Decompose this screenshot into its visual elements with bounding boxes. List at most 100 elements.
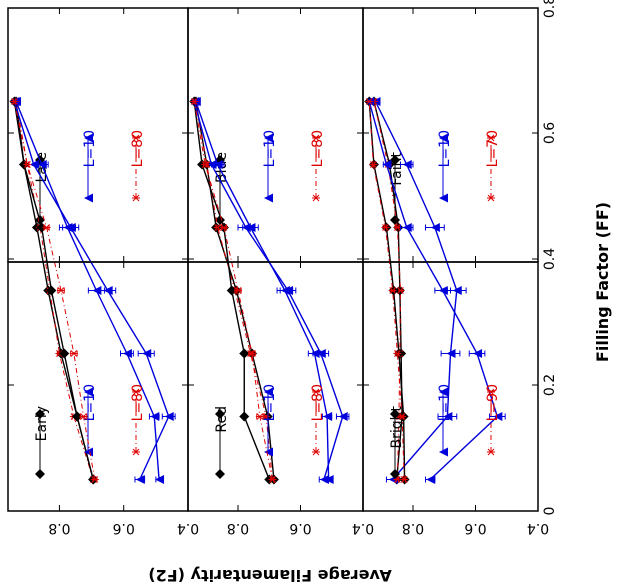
data-point-triangle — [452, 286, 462, 295]
asterisk-stroke — [80, 413, 87, 420]
data-point-triangle — [319, 475, 329, 484]
legend-label: L=80 — [310, 130, 326, 167]
data-point-triangle — [426, 475, 436, 484]
data-point-diamond — [35, 409, 45, 419]
asterisk-stroke — [369, 161, 377, 168]
series-l=90 — [365, 98, 409, 483]
legend-label: L=80 — [130, 384, 146, 421]
data-point-diamond — [215, 409, 225, 419]
asterisk-stroke — [397, 287, 404, 294]
data-point-triangle — [402, 223, 412, 232]
asterisk-stroke — [365, 98, 373, 105]
y-tick-label: 0.4 — [527, 520, 549, 536]
asterisk-stroke — [487, 448, 495, 456]
y-tick-label: 0.6 — [289, 520, 311, 536]
data-point-asterisk — [10, 98, 19, 105]
data-point-asterisk — [400, 476, 409, 483]
panels-group: FaintL=10L=70BrightL=10L=90BlueL=10L=80R… — [7, 0, 558, 536]
data-point-triangle — [84, 133, 93, 143]
data-point-asterisk — [79, 413, 88, 420]
x-tick-label: 0 — [542, 507, 558, 516]
legend-label: L=10 — [82, 384, 98, 421]
asterisk-stroke — [487, 194, 495, 202]
data-point-triangle — [439, 447, 448, 457]
legend-entry: Early — [34, 406, 50, 479]
legend-label: L=10 — [437, 130, 453, 167]
data-point-triangle — [66, 223, 76, 232]
y-tick-label: 0.8 — [402, 520, 424, 536]
data-point-asterisk — [268, 476, 277, 483]
asterisk-stroke — [201, 161, 209, 168]
asterisk-stroke — [57, 287, 65, 294]
y-tick-label: 0.6 — [112, 520, 134, 536]
data-point-triangle — [155, 475, 165, 484]
legend-entry: L=10 — [437, 130, 453, 203]
asterisk-stroke — [132, 388, 140, 396]
legend-label: L=80 — [130, 130, 146, 167]
data-point-triangle — [473, 349, 483, 358]
data-point-diamond — [390, 409, 400, 419]
asterisk-stroke — [132, 194, 140, 202]
data-point-asterisk — [219, 224, 228, 231]
asterisk-stroke — [132, 134, 140, 142]
panel-frame — [7, 7, 189, 263]
data-point-triangle — [430, 223, 440, 232]
legend-label: Faint — [389, 152, 405, 186]
legend-label: L=70 — [485, 130, 501, 167]
data-point-triangle — [37, 160, 47, 169]
asterisk-stroke — [312, 448, 320, 456]
asterisk-stroke — [487, 134, 495, 142]
asterisk-stroke — [70, 350, 78, 357]
data-point-asterisk — [132, 448, 140, 456]
asterisk-stroke — [11, 98, 18, 105]
legend-entry: L=10 — [82, 130, 98, 203]
data-point-asterisk — [312, 448, 320, 456]
legend-entry: L=10 — [437, 384, 453, 457]
data-point-triangle — [323, 412, 333, 421]
asterisk-stroke — [23, 161, 31, 168]
data-point-triangle — [446, 349, 456, 358]
legend-label: L=10 — [82, 130, 98, 167]
x-tick-label: 0.4 — [542, 248, 558, 270]
data-point-asterisk — [255, 413, 264, 420]
data-point-asterisk — [393, 350, 402, 357]
y-tick-label: 0.4 — [352, 520, 374, 536]
series-l=10 — [10, 97, 176, 484]
asterisk-stroke — [398, 413, 406, 420]
data-point-asterisk — [132, 134, 140, 142]
asterisk-stroke — [269, 476, 276, 483]
data-point-diamond — [390, 155, 400, 165]
asterisk-stroke — [256, 413, 264, 420]
data-point-diamond — [226, 285, 237, 296]
x-tick-label: 0.8 — [542, 0, 558, 18]
asterisk-stroke — [394, 224, 401, 231]
legend-entry: L=90 — [485, 384, 501, 456]
data-point-asterisk — [381, 224, 390, 231]
data-point-asterisk — [312, 388, 320, 396]
data-point-triangle — [122, 349, 132, 358]
data-point-triangle — [150, 412, 160, 421]
legend-label: Red — [214, 406, 230, 433]
panel-frame — [7, 261, 189, 512]
data-point-asterisk — [190, 98, 199, 105]
data-point-asterisk — [248, 350, 257, 357]
data-point-asterisk — [388, 287, 397, 294]
series-l=10 — [371, 97, 467, 484]
asterisk-stroke — [394, 476, 401, 483]
asterisk-stroke — [312, 194, 320, 202]
data-point-triangle — [142, 349, 152, 358]
data-point-triangle — [439, 387, 448, 397]
data-point-asterisk — [69, 350, 78, 357]
asterisk-stroke — [132, 448, 140, 456]
data-point-diamond — [46, 285, 57, 296]
y-tick-label: 0.6 — [464, 520, 486, 536]
data-point-triangle — [439, 193, 448, 203]
data-point-asterisk — [57, 287, 66, 294]
data-point-triangle — [207, 160, 217, 169]
data-point-diamond — [239, 348, 250, 359]
data-point-diamond — [390, 469, 400, 479]
data-point-triangle — [264, 133, 273, 143]
asterisk-stroke — [394, 350, 401, 357]
